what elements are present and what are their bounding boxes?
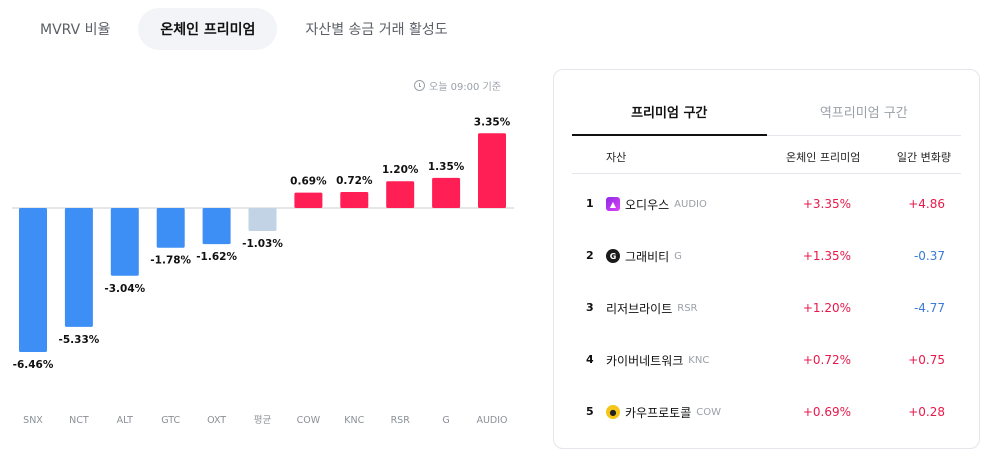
bar-average[interactable] (248, 208, 277, 231)
row-premium: +1.35% (802, 249, 851, 263)
category-label: 평균 (254, 415, 272, 426)
table-row[interactable]: 2 G 그래비티 G +1.35% -0.37 (572, 230, 961, 282)
ranking-tabs: 프리미엄 구간 역프리미엄 구간 (572, 92, 961, 136)
category-label: COW (297, 415, 321, 426)
header-change: 일간 변화량 (896, 151, 951, 164)
category-label: GTC (161, 415, 180, 426)
row-asset: 카이버네트워크 KNC (606, 334, 709, 386)
header-asset: 자산 (606, 151, 627, 164)
category-label: NCT (69, 415, 89, 426)
metric-tabs: MVRV 비율 온체인 프리미엄 자산별 송금 거래 활성도 (18, 8, 470, 50)
table-row[interactable]: 5 ● 카우프로토콜 COW +0.69% +0.28 (572, 386, 961, 438)
premium-bar-chart: -6.46% SNX -5.33% NCT -3.04% ALT -1.78% GTC -1.6… (0, 70, 530, 455)
cow-coin-icon: ● (606, 405, 620, 419)
bar-knc[interactable] (340, 191, 369, 208)
bar-value-label: 1.35% (428, 161, 465, 173)
bar-g[interactable] (432, 177, 461, 208)
table-row[interactable]: 4 카이버네트워크 KNC +0.72% +0.75 (572, 334, 961, 386)
bar-audio[interactable] (478, 133, 506, 208)
row-change: -0.37 (913, 249, 945, 263)
row-asset: 리저브라이트 RSR (606, 282, 698, 334)
category-label: OXT (207, 415, 226, 426)
table-header: 자산 온체인 프리미엄 일간 변화량 (572, 136, 961, 174)
asset-name: 오디우스 (625, 197, 670, 212)
bar-nct[interactable] (64, 208, 93, 327)
asset-name: 리저브라이트 (606, 301, 673, 316)
row-premium: +0.69% (802, 405, 851, 419)
tab-premium-range[interactable]: 프리미엄 구간 (572, 92, 767, 136)
row-change: -4.77 (913, 301, 945, 315)
chart-svg: -6.46% SNX -5.33% NCT -3.04% ALT -1.78% GTC -1.6… (12, 116, 514, 426)
bar-value-label: 1.20% (382, 164, 419, 176)
ranking-panel: 프리미엄 구간 역프리미엄 구간 자산 온체인 프리미엄 일간 변화량 1 ▲ … (553, 69, 980, 449)
row-asset: ▲ 오디우스 AUDIO (606, 178, 707, 230)
row-change: +0.75 (908, 353, 945, 367)
asset-ticker: COW (696, 406, 721, 418)
asset-name: 카이버네트워크 (606, 353, 684, 368)
gravity-coin-icon: G (606, 249, 620, 263)
bar-value-label: -1.03% (242, 238, 283, 250)
table-row[interactable]: 1 ▲ 오디우스 AUDIO +3.35% +4.86 (572, 178, 961, 230)
asset-ticker: KNC (688, 354, 710, 366)
audio-coin-icon: ▲ (606, 197, 620, 211)
bar-value-label: 0.72% (336, 175, 373, 187)
bar-value-label: -5.33% (59, 334, 100, 346)
bar-value-label: 3.35% (474, 116, 511, 128)
timestamp-text: 오늘 09:00 기준 (429, 82, 501, 93)
bar-alt[interactable] (110, 208, 139, 276)
category-label: SNX (23, 415, 43, 426)
bar-oxt[interactable] (202, 208, 231, 245)
asset-name: 그래비티 (625, 249, 670, 264)
row-asset: ● 카우프로토콜 COW (606, 386, 721, 438)
row-rank: 1 (586, 197, 594, 210)
row-rank: 4 (586, 353, 594, 366)
bar-value-label: -3.04% (104, 283, 145, 295)
row-change: +0.28 (908, 405, 945, 419)
bar-rsr[interactable] (386, 181, 415, 208)
row-rank: 2 (586, 249, 594, 262)
category-label: ALT (117, 415, 133, 426)
asset-name: 카우프로토콜 (625, 405, 692, 420)
asset-ticker: AUDIO (674, 198, 707, 210)
category-label: AUDIO (476, 415, 507, 426)
row-rank: 3 (586, 301, 594, 314)
bar-value-label: -6.46% (13, 359, 54, 371)
category-label: G (442, 415, 449, 426)
tab-reverse-premium-range[interactable]: 역프리미엄 구간 (819, 106, 908, 121)
table-row[interactable]: 3 리저브라이트 RSR +1.20% -4.77 (572, 282, 961, 334)
bar-value-label: 0.69% (290, 176, 327, 188)
bar-gtc[interactable] (156, 208, 185, 248)
bar-value-label: -1.62% (196, 251, 237, 263)
row-change: +4.86 (908, 197, 945, 211)
row-premium: +1.20% (802, 301, 851, 315)
row-asset: G 그래비티 G (606, 230, 682, 282)
category-label: RSR (391, 415, 411, 426)
row-premium: +0.72% (802, 353, 851, 367)
bar-value-label: -1.78% (150, 255, 191, 267)
tab-onchain-premium[interactable]: 온체인 프리미엄 (138, 8, 278, 50)
asset-ticker: G (674, 250, 682, 262)
category-label: KNC (344, 415, 364, 426)
row-rank: 5 (586, 405, 594, 418)
bar-cow[interactable] (294, 192, 323, 208)
asset-ticker: RSR (677, 302, 698, 314)
row-premium: +3.35% (802, 197, 851, 211)
bar-snx[interactable] (19, 208, 47, 353)
clock-icon (414, 80, 425, 91)
tab-transfer-activity[interactable]: 자산별 송금 거래 활성도 (305, 22, 448, 38)
header-premium: 온체인 프리미엄 (786, 151, 861, 164)
timestamp: 오늘 09:00 기준 (414, 78, 501, 93)
tab-mvrv[interactable]: MVRV 비율 (40, 22, 111, 38)
